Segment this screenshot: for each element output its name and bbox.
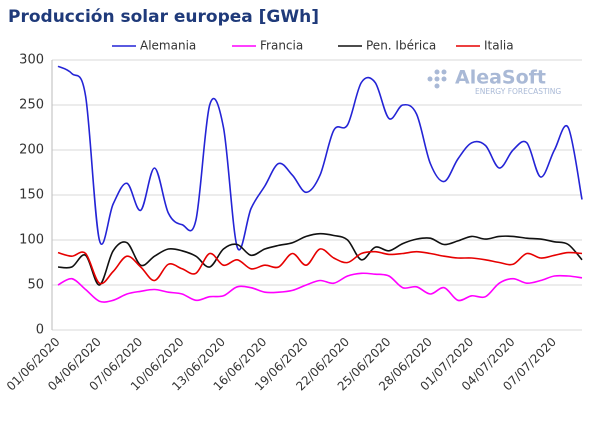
legend-label: Francia — [260, 39, 303, 53]
watermark-dots — [427, 69, 447, 89]
legend-label: Alemania — [140, 39, 196, 53]
chart-title: Producción solar europea [GWh] — [8, 7, 319, 27]
series-line — [57, 248, 583, 285]
y-tick-label: 300 — [19, 53, 44, 68]
y-tick-label: 0 — [36, 323, 44, 338]
y-tick-label: 100 — [19, 233, 44, 248]
watermark-brand: AleaSoft — [455, 67, 546, 89]
series-line — [57, 65, 583, 251]
legend-label: Italia — [484, 39, 514, 53]
series-line — [57, 272, 583, 303]
y-tick-label: 150 — [19, 188, 44, 203]
y-tick-label: 250 — [19, 98, 44, 113]
series-line — [57, 232, 583, 286]
watermark-tagline: ENERGY FORECASTING — [475, 87, 561, 96]
legend-label: Pen. Ibérica — [366, 39, 436, 53]
y-tick-label: 50 — [27, 278, 44, 293]
y-tick-label: 200 — [19, 143, 44, 158]
